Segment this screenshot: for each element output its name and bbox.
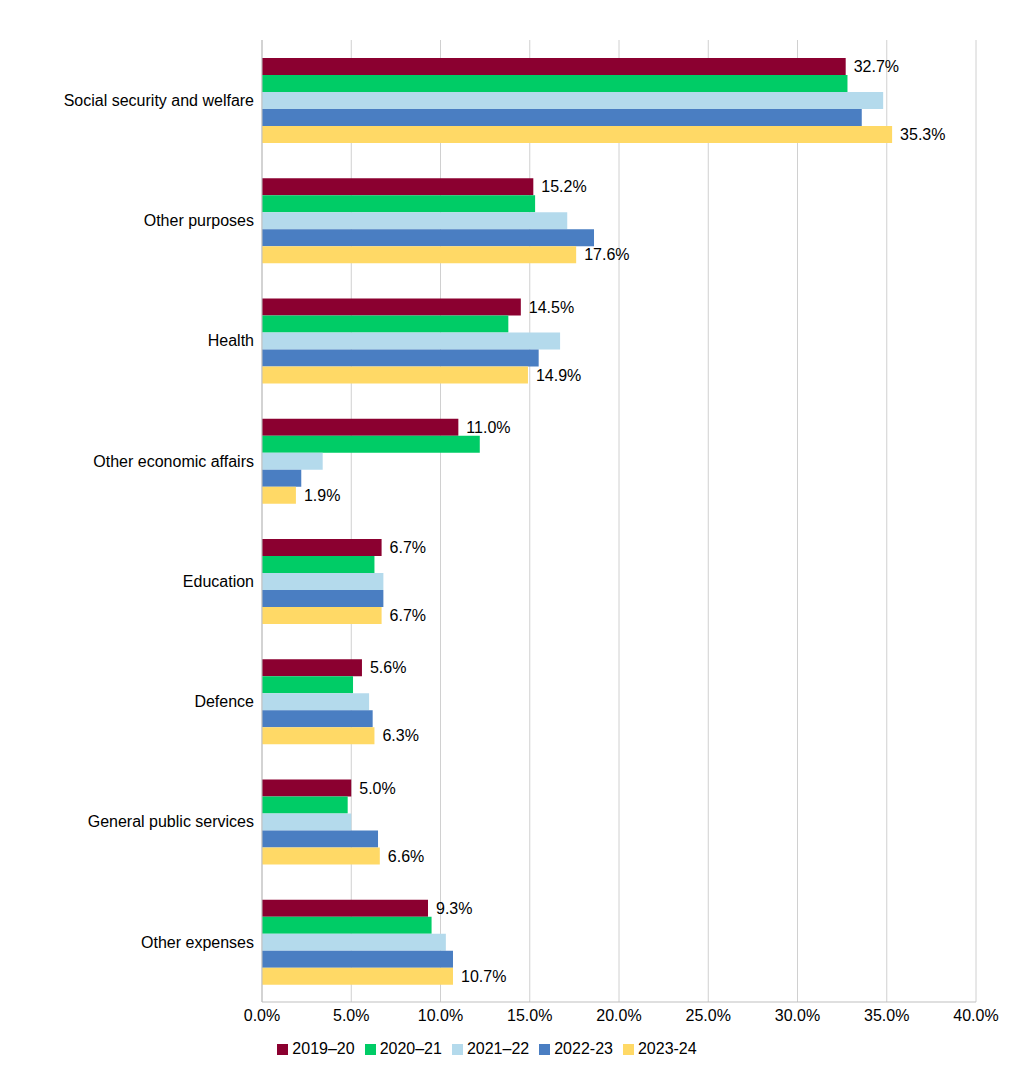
svg-text:Other economic affairs: Other economic affairs xyxy=(93,453,254,470)
svg-text:15.0%: 15.0% xyxy=(507,1007,552,1024)
svg-text:32.7%: 32.7% xyxy=(854,58,899,75)
svg-text:Other purposes: Other purposes xyxy=(144,212,254,229)
html-text:2020–21: 2020–21 xyxy=(379,1040,442,1057)
svg-text:Other expenses: Other expenses xyxy=(141,934,254,951)
svg-text:General public services: General public services xyxy=(88,813,254,830)
svg-text:Social security and welfare: Social security and welfare xyxy=(64,92,254,109)
svg-text:30.0%: 30.0% xyxy=(775,1007,820,1024)
svg-text:35.0%: 35.0% xyxy=(864,1007,909,1024)
svg-text:5.6%: 5.6% xyxy=(370,659,406,676)
svg-text:10.7%: 10.7% xyxy=(461,968,506,985)
svg-text:9.3%: 9.3% xyxy=(436,900,472,917)
svg-text:5.0%: 5.0% xyxy=(333,1007,369,1024)
svg-text:10.0%: 10.0% xyxy=(418,1007,463,1024)
svg-text:40.0%: 40.0% xyxy=(953,1007,998,1024)
html-text:2021–22: 2021–22 xyxy=(466,1040,530,1057)
svg-text:Defence: Defence xyxy=(194,693,254,710)
html-text:2022-23: 2022-23 xyxy=(554,1040,613,1057)
svg-text:25.0%: 25.0% xyxy=(686,1007,731,1024)
svg-text:Education: Education xyxy=(183,573,254,590)
svg-text:11.0%: 11.0% xyxy=(466,419,510,436)
svg-text:14.5%: 14.5% xyxy=(529,299,574,316)
svg-text:1.9%: 1.9% xyxy=(304,487,340,504)
svg-text:0.0%: 0.0% xyxy=(244,1007,280,1024)
svg-text:5.0%: 5.0% xyxy=(359,780,395,797)
svg-text:6.7%: 6.7% xyxy=(390,539,426,556)
svg-text:6.6%: 6.6% xyxy=(388,848,424,865)
html-text:2019–20: 2019–20 xyxy=(292,1040,355,1057)
svg-text:15.2%: 15.2% xyxy=(541,178,586,195)
html-text:2023-24: 2023-24 xyxy=(637,1040,697,1057)
svg-text:14.9%: 14.9% xyxy=(536,367,581,384)
svg-text:6.3%: 6.3% xyxy=(382,727,418,744)
svg-text:35.3%: 35.3% xyxy=(900,126,945,143)
svg-text:6.7%: 6.7% xyxy=(390,607,426,624)
svg-text:17.6%: 17.6% xyxy=(584,246,629,263)
svg-text:Health: Health xyxy=(208,332,254,349)
svg-text:20.0%: 20.0% xyxy=(596,1007,641,1024)
